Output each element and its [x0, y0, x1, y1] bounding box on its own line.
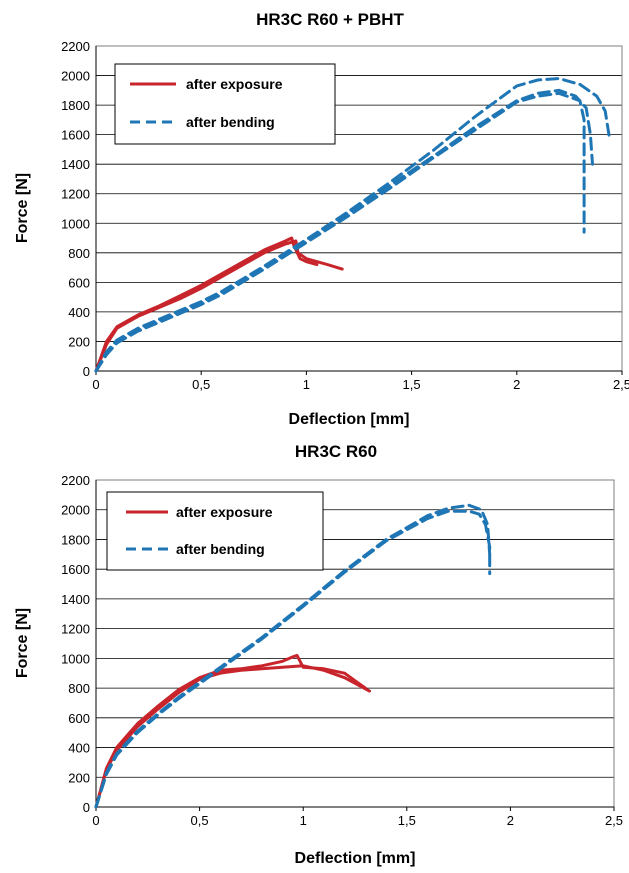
y-tick-label: 2200 — [61, 39, 90, 54]
legend: after exposure after bending — [106, 491, 324, 571]
y-tick-label: 200 — [68, 334, 90, 349]
series-line-after-bending — [94, 503, 492, 809]
y-tick-label: 1800 — [61, 98, 90, 113]
series-line-after-exposure — [94, 664, 371, 809]
y-axis-label: Force [N] — [14, 173, 31, 243]
y-tick-label: 1600 — [61, 128, 90, 143]
y-tick-label: 2000 — [61, 69, 90, 84]
legend-box — [106, 491, 324, 571]
x-tick-label: 1 — [300, 813, 307, 828]
y-tick-label: 1800 — [61, 532, 90, 547]
y-tick-label: 1400 — [61, 592, 90, 607]
series-line-after-exposure — [94, 653, 367, 809]
x-tick-label: 0 — [92, 377, 99, 392]
y-tick-label: 400 — [68, 305, 90, 320]
legend: after exposure after bending — [114, 63, 336, 145]
x-tick-label: 2 — [513, 377, 520, 392]
y-tick-label: 1600 — [61, 562, 90, 577]
chart-hr3c-r60: HR3C R60 Deflection [mm] Force [N] 0 200 4… — [14, 442, 623, 867]
y-tick-label: 0 — [83, 364, 90, 379]
legend-box — [114, 63, 336, 145]
x-tick-label: 2,5 — [613, 377, 629, 392]
chart-title: HR3C R60 + PBHT — [256, 10, 404, 29]
legend-label-bending: after bending — [186, 114, 275, 130]
x-tick-label: 0,5 — [191, 813, 209, 828]
chart-hr3c-r60-pbht: HR3C R60 + PBHT Deflection [mm] Force [N… — [14, 10, 629, 428]
y-tick-label: 2200 — [61, 473, 90, 488]
series-line-after-bending — [94, 77, 611, 373]
series-line-after-exposure — [94, 239, 344, 373]
y-tick-label: 800 — [68, 246, 90, 261]
y-tick-label: 1000 — [61, 216, 90, 231]
y-tick-label: 600 — [68, 275, 90, 290]
series-line-after-bending — [94, 91, 586, 373]
y-tick-label: 1200 — [61, 622, 90, 637]
y-tick-label: 800 — [68, 681, 90, 696]
y-tick-label: 400 — [68, 741, 90, 756]
x-tick-label: 2,5 — [605, 813, 623, 828]
legend-label-exposure: after exposure — [176, 504, 273, 520]
y-tick-label: 200 — [68, 770, 90, 785]
x-tick-label: 0,5 — [192, 377, 210, 392]
y-tick-label: 2000 — [61, 503, 90, 518]
x-tick-label: 0 — [92, 813, 99, 828]
x-axis-label: Deflection [mm] — [295, 850, 416, 867]
legend-label-exposure: after exposure — [186, 76, 283, 92]
y-axis-label: Force [N] — [14, 608, 31, 678]
y-tick-label: 600 — [68, 711, 90, 726]
y-tick-label: 1000 — [61, 651, 90, 666]
y-tick-label: 0 — [83, 800, 90, 815]
legend-label-bending: after bending — [176, 541, 265, 557]
y-tick-label: 1400 — [61, 157, 90, 172]
x-axis-label: Deflection [mm] — [289, 411, 410, 428]
x-tick-label: 1,5 — [398, 813, 416, 828]
x-tick-label: 1,5 — [403, 377, 421, 392]
y-tick-label: 1200 — [61, 187, 90, 202]
chart-title: HR3C R60 — [295, 442, 377, 461]
x-tick-label: 1 — [303, 377, 310, 392]
x-tick-label: 2 — [507, 813, 514, 828]
